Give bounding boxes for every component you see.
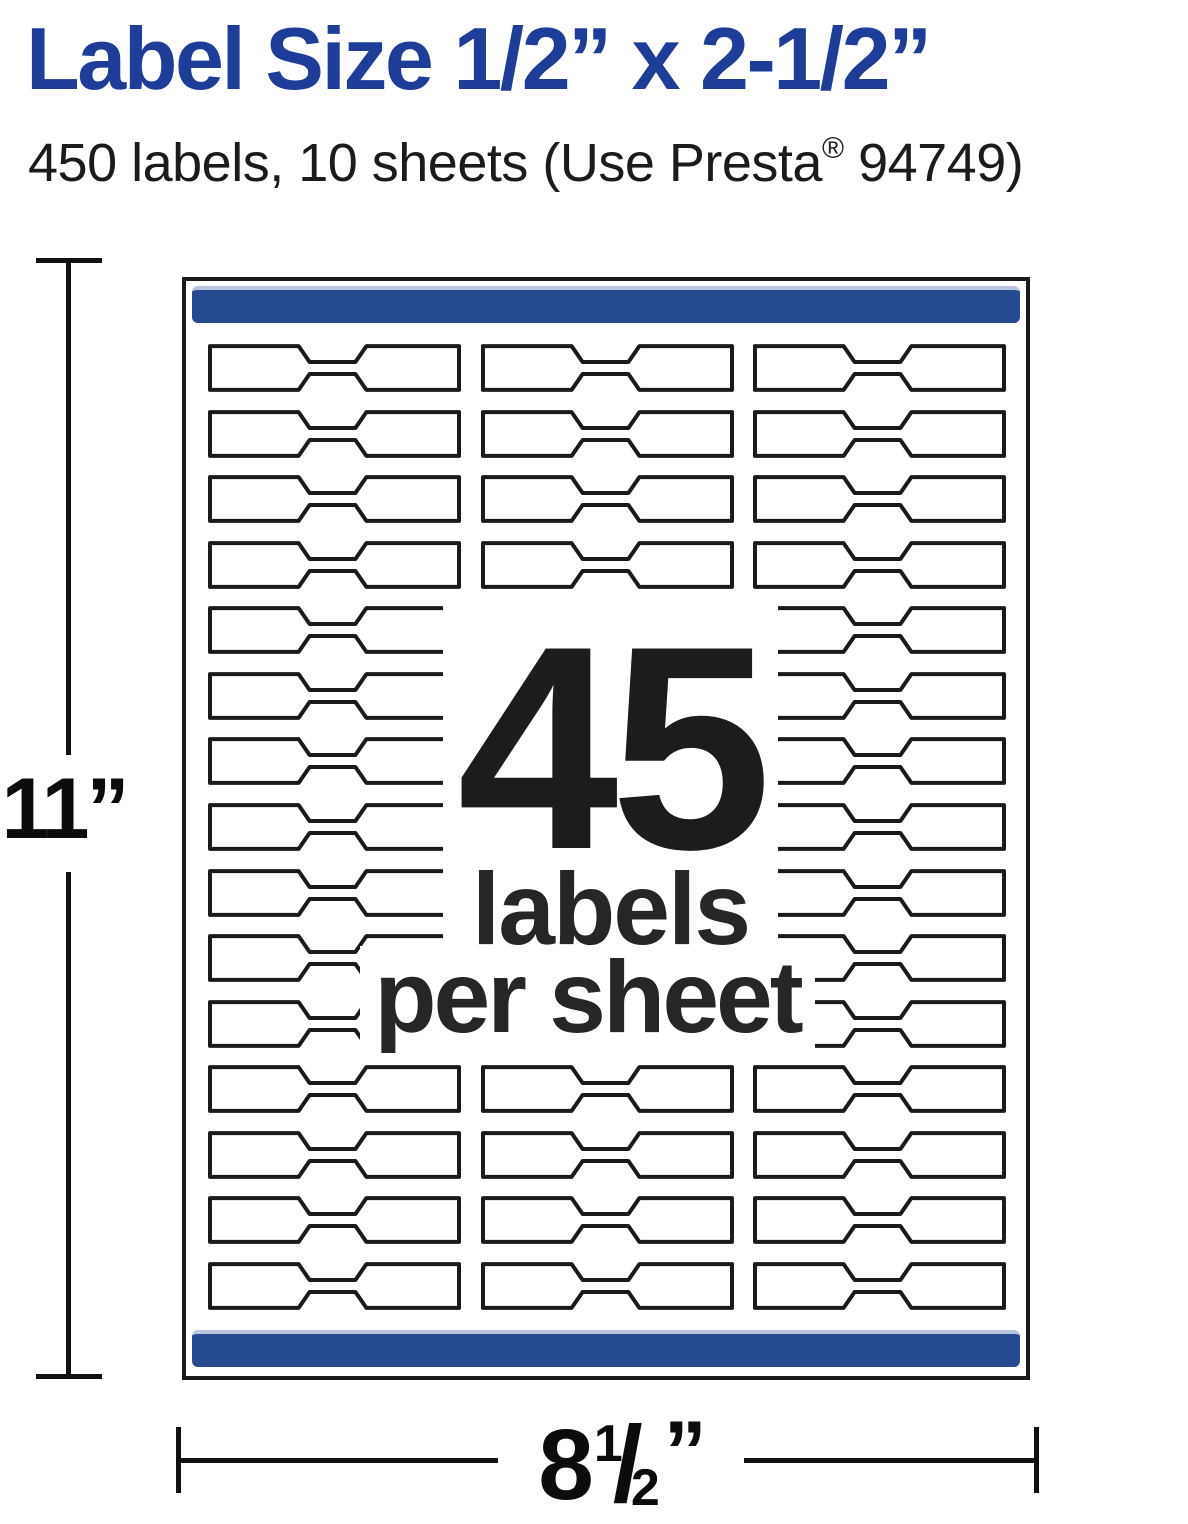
label-outline (207, 803, 462, 851)
label-row (207, 1064, 1007, 1114)
page-title: Label Size 1/2” x 2-1/2” (26, 9, 932, 108)
label-outline (207, 737, 462, 786)
label-outline (752, 606, 1007, 655)
label-outline (207, 671, 462, 720)
label-outline (752, 475, 1007, 524)
height-dimension-line-lower (66, 872, 71, 1379)
label-outline (207, 344, 462, 392)
label-row (207, 343, 1007, 393)
width-dimension-line-right (744, 1458, 1039, 1463)
label-outline (752, 344, 1007, 392)
width-dimension-right-cap (1034, 1427, 1039, 1493)
height-dimension-line-upper (66, 258, 71, 755)
label-row (207, 1261, 1007, 1311)
page-subtitle: 450 labels, 10 sheets (Use Presta® 94749… (28, 132, 1184, 194)
labels-per-sheet-word-labels: labels (471, 852, 751, 966)
label-sheet (182, 277, 1030, 1380)
sheet-top-margin-bar (192, 286, 1020, 323)
subtitle-text-before: 450 labels, 10 sheets (Use Presta (28, 133, 822, 193)
width-inch-mark: ” (663, 1404, 707, 1500)
label-outline (480, 540, 734, 589)
label-outline (480, 344, 734, 392)
label-row (207, 474, 1007, 524)
label-outline (752, 868, 1007, 917)
label-outline (480, 1130, 734, 1179)
width-fraction-numerator: 1 (593, 1415, 623, 1473)
label-row (207, 1195, 1007, 1245)
height-dimension-value: 11” (1, 761, 130, 857)
label-outline (752, 934, 1007, 982)
label-outline (207, 868, 462, 917)
label-outline (207, 475, 462, 524)
labels-per-sheet-word-per-sheet: per sheet (374, 940, 804, 1054)
registered-trademark-mark: ® (821, 132, 844, 165)
height-dimension-bottom-cap (36, 1374, 102, 1379)
label-outline (752, 737, 1007, 786)
label-outline (752, 803, 1007, 851)
label-outline (480, 1196, 734, 1245)
label-row (207, 540, 1007, 590)
label-outline (752, 409, 1007, 458)
label-outline (752, 671, 1007, 720)
label-outline (207, 1261, 462, 1310)
subtitle-text-after: 94749) (843, 133, 1024, 193)
label-row (207, 409, 1007, 459)
label-outline (480, 409, 734, 458)
label-outline (752, 1261, 1007, 1310)
sheet-bottom-margin-bar (192, 1330, 1020, 1367)
overlay-backdrop-strip (360, 946, 815, 1064)
width-fraction-denominator: 2 (630, 1459, 660, 1517)
labels-per-sheet-count: 45 (457, 586, 772, 910)
label-outline (207, 1065, 462, 1114)
label-outline (480, 475, 734, 524)
label-outline (752, 540, 1007, 589)
label-row (207, 1130, 1007, 1180)
label-outline (752, 1065, 1007, 1114)
label-outline (480, 1261, 734, 1310)
label-outline (207, 606, 462, 655)
label-outline (207, 540, 462, 589)
label-outline (207, 1196, 462, 1245)
label-outline (752, 999, 1007, 1048)
label-outline (207, 409, 462, 458)
width-dimension-line-left (176, 1458, 498, 1463)
label-outline (480, 1065, 734, 1114)
width-whole-number: 8 (538, 1409, 594, 1521)
label-outline (207, 1130, 462, 1179)
label-outline (752, 1130, 1007, 1179)
label-outline (752, 1196, 1007, 1245)
